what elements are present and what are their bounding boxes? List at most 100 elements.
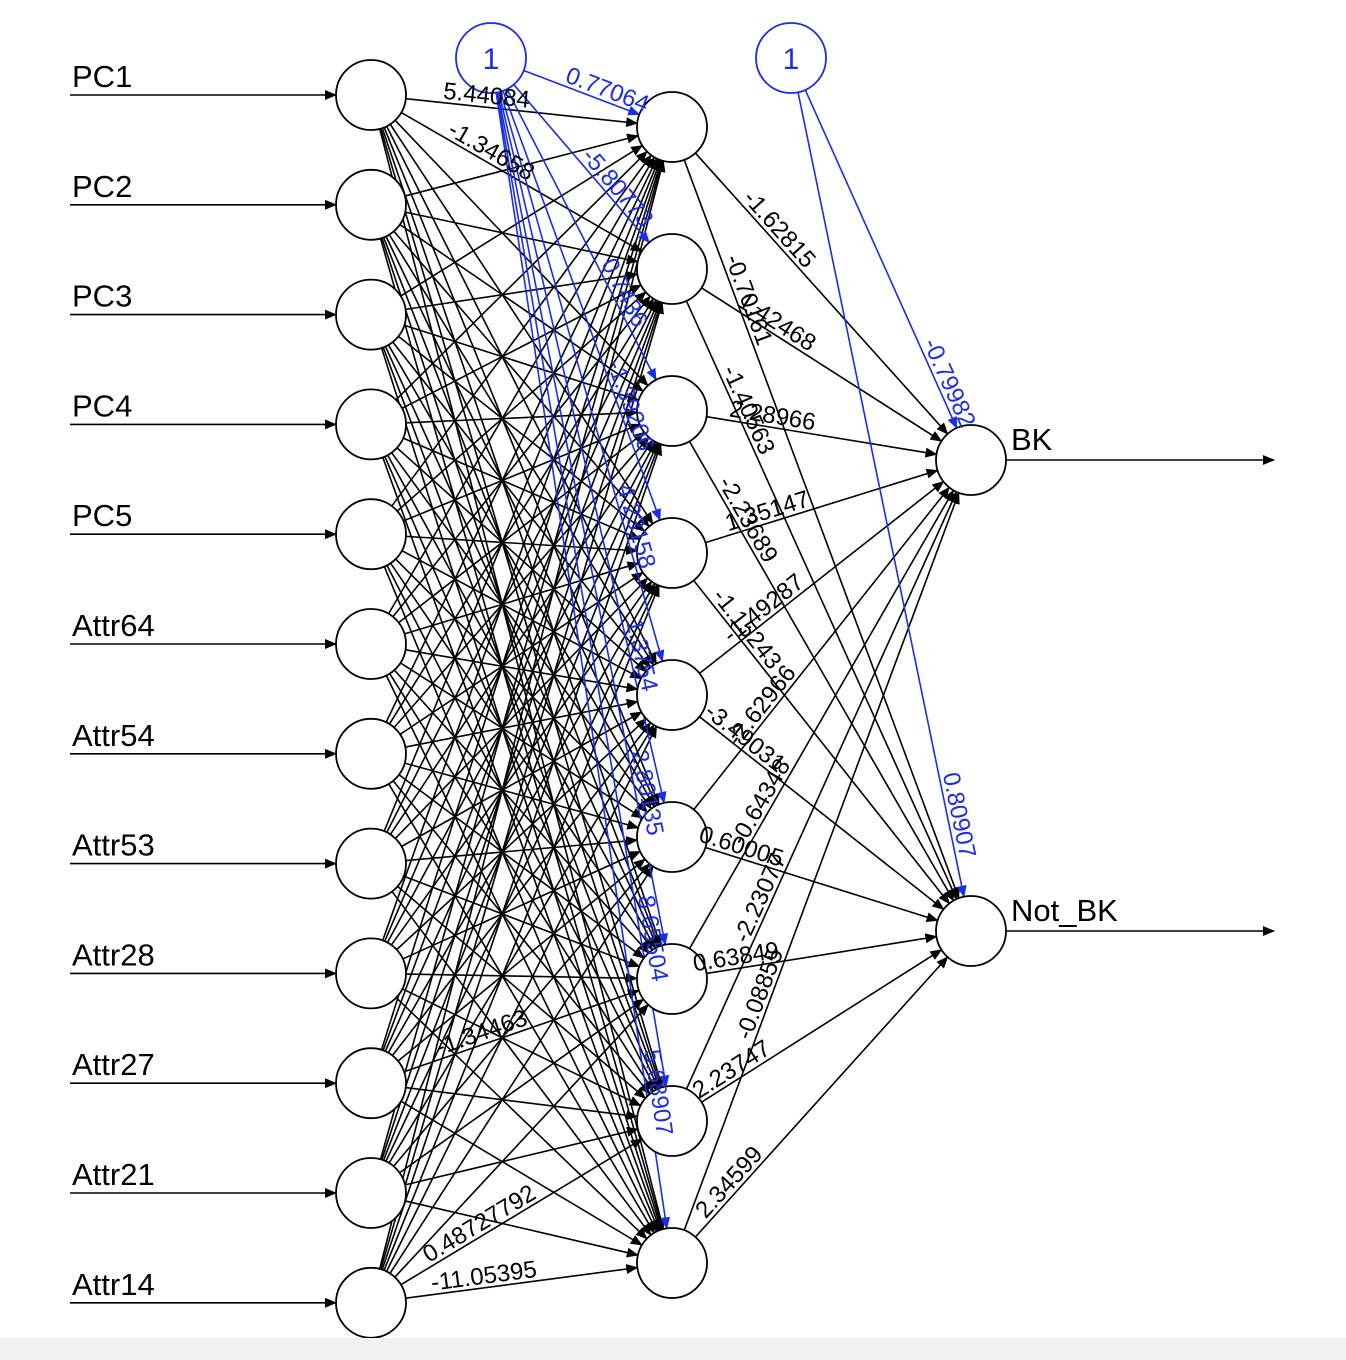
edge-in10-h8	[404, 1200, 639, 1258]
hidden-node-2	[636, 233, 708, 305]
edge-in11-h8	[405, 1264, 639, 1300]
output-bias-label-0-text: -0.79982	[917, 334, 980, 432]
input-weight-label-2: -11.05395	[429, 1256, 538, 1297]
edge-in10-h3	[385, 583, 658, 1162]
edge-in7-h4	[401, 711, 643, 848]
edge-in6-h5	[404, 762, 640, 830]
input-label-Attr53: Attr53	[72, 828, 155, 863]
input-weight-label-0-text: 5.44084	[442, 78, 531, 114]
edge-in9-h2	[384, 442, 659, 1052]
edge-h3-out0	[705, 468, 939, 544]
edge-in0-h0	[405, 97, 639, 128]
edge-in2-h8	[380, 347, 663, 1231]
input-hidden-connections	[378, 97, 666, 1300]
hidden-node-3	[636, 375, 708, 447]
edge-in5-h2	[398, 431, 646, 624]
hidden-bias-label-5-text: 1.3754	[620, 616, 663, 694]
edge-in4-h0	[391, 154, 652, 507]
output-weight-label-0: -1.62815	[738, 185, 821, 274]
hidden-node-4	[636, 517, 708, 589]
edge-in0-h7	[380, 128, 664, 1089]
io-arrows	[70, 90, 1275, 1308]
edge-in8-h0	[381, 159, 662, 941]
edge-in7-h6	[403, 875, 641, 968]
edge-in8-h1	[384, 300, 659, 942]
edge-in7-h0	[383, 158, 660, 832]
edge-in11-h3	[383, 584, 660, 1271]
edge-h4-out1	[698, 716, 945, 910]
edge-in4-h5	[395, 558, 649, 813]
bias-edge-h7	[496, 92, 670, 1088]
edge-in6-h3	[399, 571, 644, 736]
input-label-Attr21: Attr21	[72, 1157, 155, 1192]
input-node-Attr54	[335, 717, 407, 790]
edge-in8-h8	[395, 997, 648, 1240]
output-weight-label-12-text: -0.64348	[725, 754, 796, 850]
input-weight-label-3: 0.48727792	[418, 1180, 540, 1269]
edge-in8-h6	[405, 973, 639, 984]
edge-in2-h3	[397, 335, 646, 532]
bias-edge-out1	[797, 92, 967, 898]
input-label-PC3: PC3	[72, 279, 132, 314]
input-label-Attr64: Attr64	[72, 608, 155, 643]
hidden-bias-label-1: -5.80773	[576, 143, 658, 232]
bias-node-output	[755, 22, 827, 94]
edge-in10-h2	[382, 442, 661, 1161]
hidden-bias-label-5: 1.3754	[620, 616, 663, 694]
hidden-node-7	[636, 943, 708, 1015]
edge-in6-h7	[392, 780, 651, 1095]
hidden-node-1	[636, 91, 708, 163]
edge-in3-h0	[395, 150, 648, 401]
edge-in4-h7	[386, 564, 657, 1091]
bias-edge-out0	[804, 89, 958, 429]
bias-node-hidden-label: 1	[483, 43, 500, 76]
edge-h5-out0	[693, 486, 950, 811]
bias-node-hidden	[455, 22, 527, 94]
edge-in8-h3	[390, 580, 653, 946]
hidden-node-5	[636, 659, 708, 731]
input-node-PC2	[335, 168, 407, 241]
edge-in10-h1	[381, 301, 663, 1160]
input-label-Attr54: Attr54	[72, 718, 155, 753]
edge-h5-out1	[705, 846, 939, 922]
input-node-Attr28	[335, 937, 407, 1010]
input-node-PC4	[335, 388, 407, 461]
edge-h2-out1	[688, 440, 955, 902]
edge-h1-out0	[701, 287, 943, 442]
edge-in9-h4	[391, 721, 652, 1057]
edge-in3-h8	[382, 457, 662, 1231]
edge-in1-h5	[385, 236, 658, 807]
edge-h8-out0	[683, 491, 960, 1231]
output-label-Not_BK: Not_BK	[1011, 893, 1118, 928]
edge-h6-out0	[688, 489, 955, 950]
bias-edge-h1	[513, 84, 650, 244]
input-node-Attr14	[335, 1266, 407, 1339]
edge-in2-h4	[392, 341, 651, 669]
bias-edge-h4	[499, 91, 665, 663]
edge-h3-out1	[693, 579, 950, 905]
input-label-Attr27: Attr27	[72, 1047, 155, 1082]
edge-in7-h7	[397, 885, 647, 1099]
edge-in4-h8	[383, 566, 660, 1232]
output-bias-label-1: 0.80907	[937, 770, 981, 860]
input-weight-label-3-text: 0.48727792	[418, 1180, 540, 1269]
bias-edge-h3	[502, 90, 661, 522]
edge-in11-h0	[378, 159, 666, 1270]
input-label-Attr28: Attr28	[72, 937, 155, 972]
output-weight-label-0-text: -1.62815	[738, 185, 821, 274]
edge-h0-out0	[694, 152, 949, 435]
edge-h2-out0	[706, 415, 938, 458]
output-bias-label-1-text: 0.80907	[937, 770, 981, 860]
input-label-PC5: PC5	[72, 498, 132, 533]
edge-in9-h7	[405, 1086, 639, 1121]
edge-in7-h8	[391, 891, 652, 1236]
edge-in5-h6	[393, 669, 650, 954]
edge-h6-out1	[706, 933, 938, 975]
edge-in1-h6	[382, 237, 661, 948]
edge-h7-out0	[685, 490, 958, 1090]
edge-in10-h5	[392, 862, 651, 1167]
hidden-bias-label-0-text: 0.77064	[562, 62, 653, 118]
edge-in11-h1	[380, 301, 664, 1270]
input-weight-label-4-text: -1.34463	[432, 1004, 530, 1061]
